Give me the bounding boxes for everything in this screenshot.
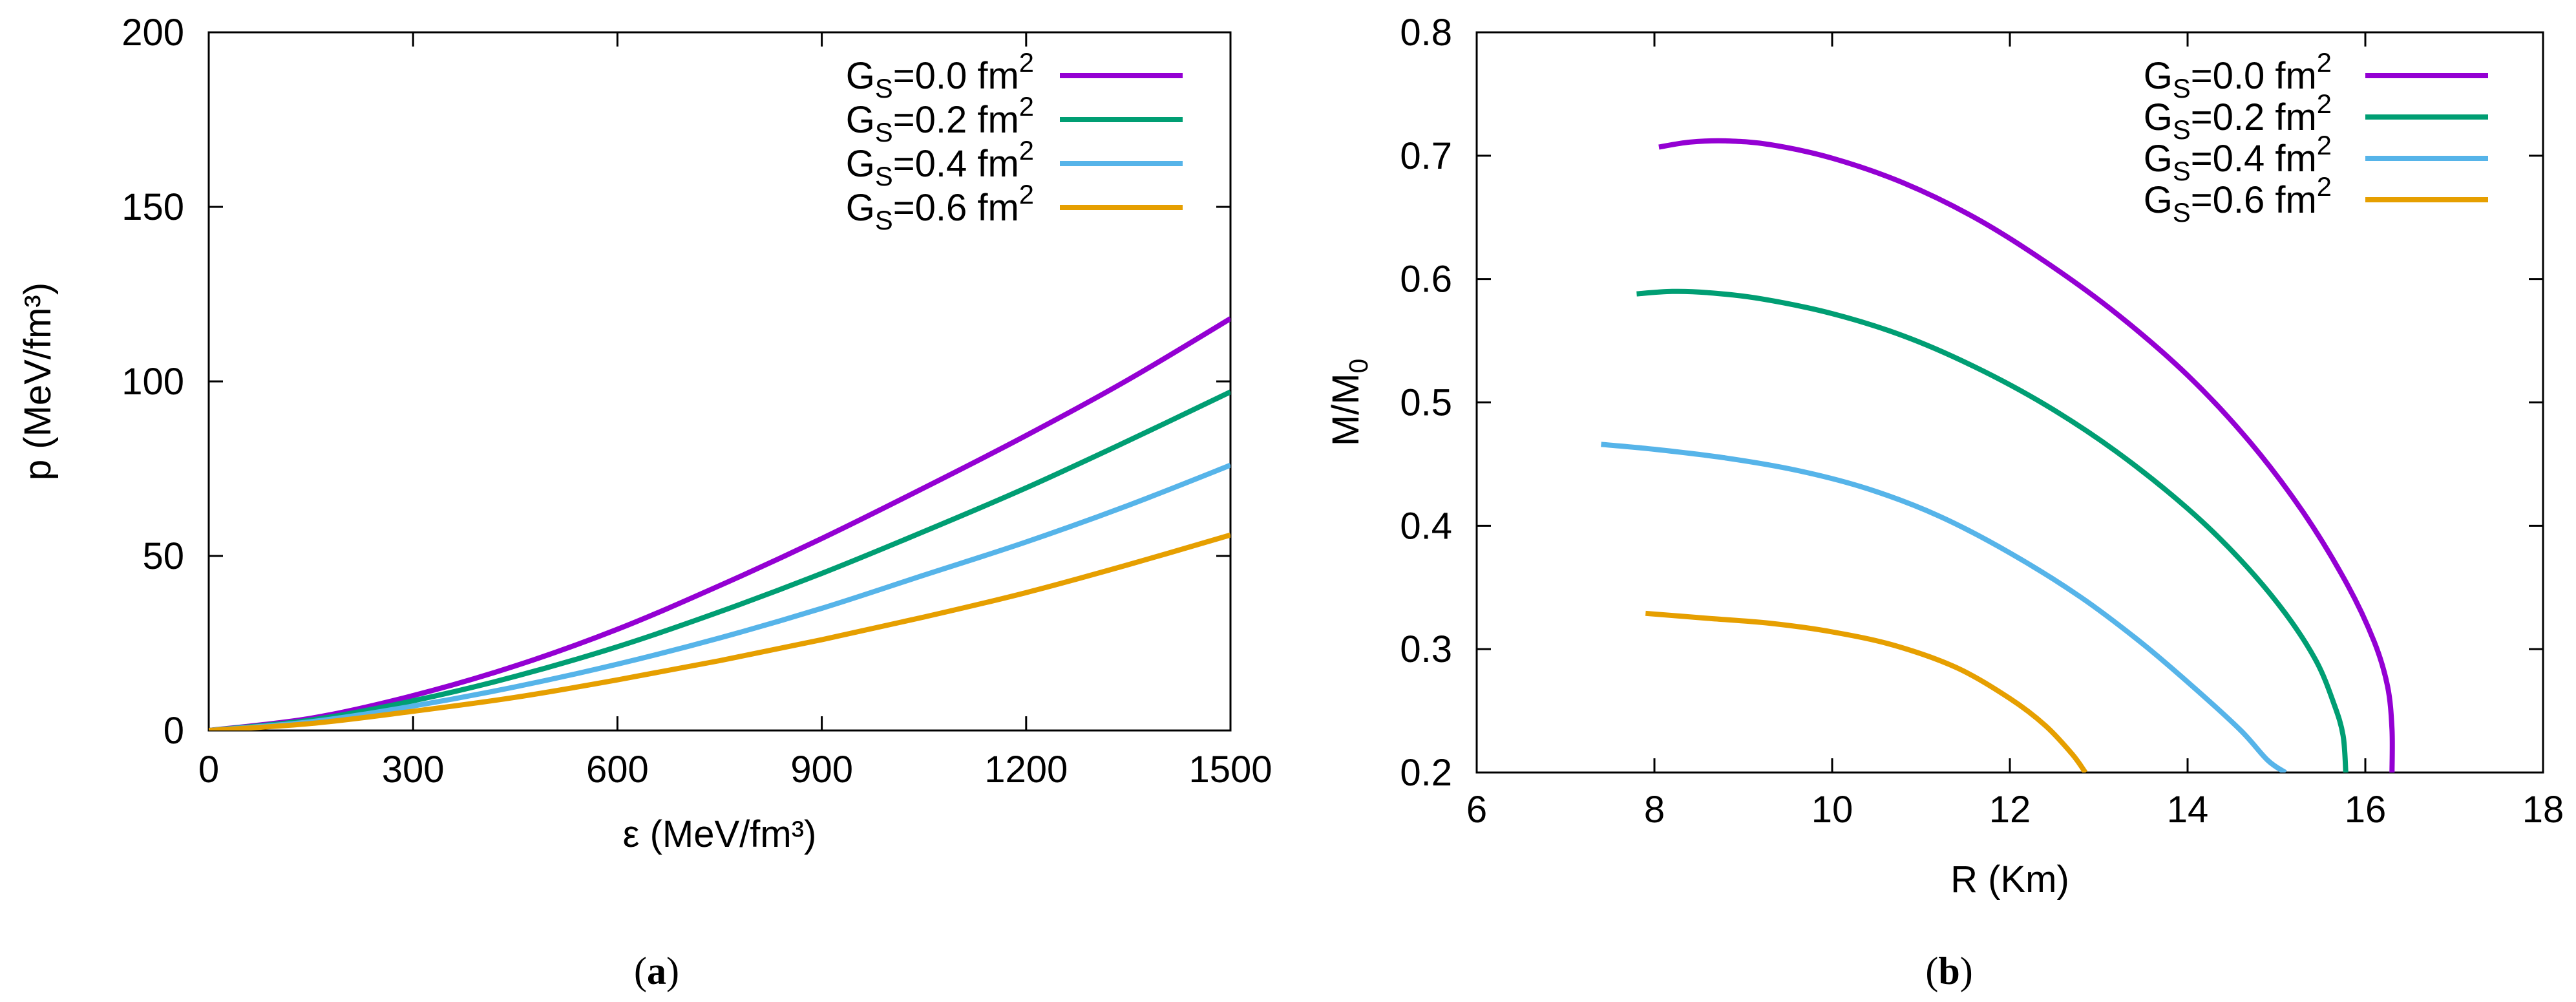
legend-label-main: G [846, 187, 875, 229]
legend-label-sup: 2 [2317, 89, 2332, 119]
y-tick-label: 0.7 [1400, 135, 1452, 177]
caption-open: ( [634, 950, 647, 992]
legend-label: GS=0.6 fm2 [846, 179, 1034, 235]
y-tick-label: 100 [121, 361, 184, 403]
series-line-0 [209, 316, 1230, 730]
series-line-1 [1636, 288, 2349, 773]
legend-label-value: =0.0 fm [893, 55, 1019, 97]
x-tick-label: 0 [198, 749, 219, 791]
plot-frame [207, 31, 1232, 732]
legend-label-sup: 2 [2317, 171, 2332, 202]
legend-label: GS=0.6 fm2 [2144, 171, 2332, 228]
y-tick-label: 0.6 [1400, 259, 1452, 301]
legend-label-sup: 2 [1019, 135, 1034, 165]
legend-label: GS=0.2 fm2 [2144, 89, 2332, 145]
legend-label: GS=0.4 fm2 [846, 135, 1034, 191]
x-tick-label: 900 [790, 749, 853, 791]
x-tick-label: 6 [1466, 789, 1487, 831]
y-tick-label: 0.3 [1400, 628, 1452, 670]
legend-label-main: G [2144, 55, 2173, 97]
series-line-2 [1601, 442, 2287, 773]
legend-label-value: =0.2 fm [2191, 96, 2317, 138]
legend-label-value: =0.6 fm [893, 187, 1019, 229]
y-tick-label: 0.4 [1400, 505, 1452, 547]
x-tick-label: 14 [2167, 789, 2209, 831]
legend-label-sup: 2 [1019, 179, 1034, 209]
legend-label-sup: 2 [1019, 91, 1034, 122]
series-line-3 [1645, 610, 2088, 773]
y-tick-label: 50 [142, 535, 184, 577]
y-axis-label: p (MeV/fm³) [17, 282, 59, 480]
series-line-2 [209, 462, 1230, 730]
y-tick-label: 0.2 [1400, 752, 1452, 794]
y-tick-label: 150 [121, 186, 184, 228]
legend-label-sub: S [2173, 114, 2191, 145]
legend-label-sup: 2 [2317, 47, 2332, 78]
x-tick-label: 16 [2345, 789, 2387, 831]
x-axis-label: R (Km) [1950, 858, 2069, 901]
legend-label-main: G [2144, 138, 2173, 180]
legend-label-sup: 2 [2317, 130, 2332, 160]
legend-label: GS=0.0 fm2 [2144, 47, 2332, 103]
y-axis-label-main: M/M [1325, 373, 1367, 446]
caption-label: b [1938, 950, 1959, 992]
caption-label: a [647, 950, 666, 992]
x-axis-label: ε (MeV/fm³) [623, 813, 817, 855]
series-line-1 [209, 389, 1230, 730]
caption-open: ( [1925, 950, 1938, 992]
x-tick-label: 1500 [1188, 749, 1272, 791]
caption-close: ) [666, 950, 679, 992]
legend-label-sub: S [2173, 73, 2191, 103]
x-tick-label: 300 [382, 749, 445, 791]
legend-label-main: G [2144, 96, 2173, 138]
legend-label-sub: S [875, 117, 893, 147]
panel-caption: (a) [634, 950, 679, 992]
legend-label: GS=0.2 fm2 [846, 91, 1034, 147]
panel-caption: (b) [1925, 950, 1972, 992]
chart-panel-b: 6 8 10 12 14 16 18 0.2 0.3 0.4 0.5 0.6 0.7 0.8 R (Km) M… [1325, 12, 2564, 992]
x-tick-label: 18 [2522, 789, 2564, 831]
series-line-0 [1658, 138, 2395, 773]
legend-label-value: =0.4 fm [893, 143, 1019, 185]
legend-label-value: =0.4 fm [2191, 138, 2317, 180]
legend-label-sup: 2 [1019, 47, 1034, 78]
x-tick-label: 8 [1644, 789, 1665, 831]
y-tick-label: 0.8 [1400, 12, 1452, 54]
y-axis-label: M/M0 [1325, 359, 1373, 446]
legend-label-main: G [2144, 179, 2173, 221]
legend-label: GS=0.0 fm2 [846, 47, 1034, 103]
legend-label-value: =0.0 fm [2191, 55, 2317, 97]
x-tick-label: 12 [1989, 789, 2031, 831]
y-tick-label: 200 [121, 12, 184, 54]
legend-label-main: G [846, 99, 875, 141]
series-line-3 [209, 532, 1230, 730]
y-axis-label-sub: 0 [1344, 359, 1373, 374]
legend-label-main: G [846, 55, 875, 97]
chart-panel-a: 0 300 600 900 1200 1500 0 50 100 150 200 ε (MeV/fm³… [17, 12, 1272, 992]
legend-label-value: =0.2 fm [893, 99, 1019, 141]
caption-close: ) [1960, 950, 1973, 992]
y-tick-label: 0.5 [1400, 382, 1452, 424]
legend-label-main: G [846, 143, 875, 185]
y-tick-label: 0 [164, 710, 184, 752]
legend-label: GS=0.4 fm2 [2144, 130, 2332, 186]
legend-label-sub: S [875, 161, 893, 191]
legend-label-sub: S [2173, 197, 2191, 228]
legend-label-sub: S [875, 73, 893, 103]
x-tick-label: 600 [586, 749, 649, 791]
x-tick-label: 1200 [984, 749, 1068, 791]
legend-label-sub: S [875, 205, 893, 235]
legend-label-value: =0.6 fm [2191, 179, 2317, 221]
x-tick-label: 10 [1811, 789, 1853, 831]
legend-label-sub: S [2173, 156, 2191, 186]
